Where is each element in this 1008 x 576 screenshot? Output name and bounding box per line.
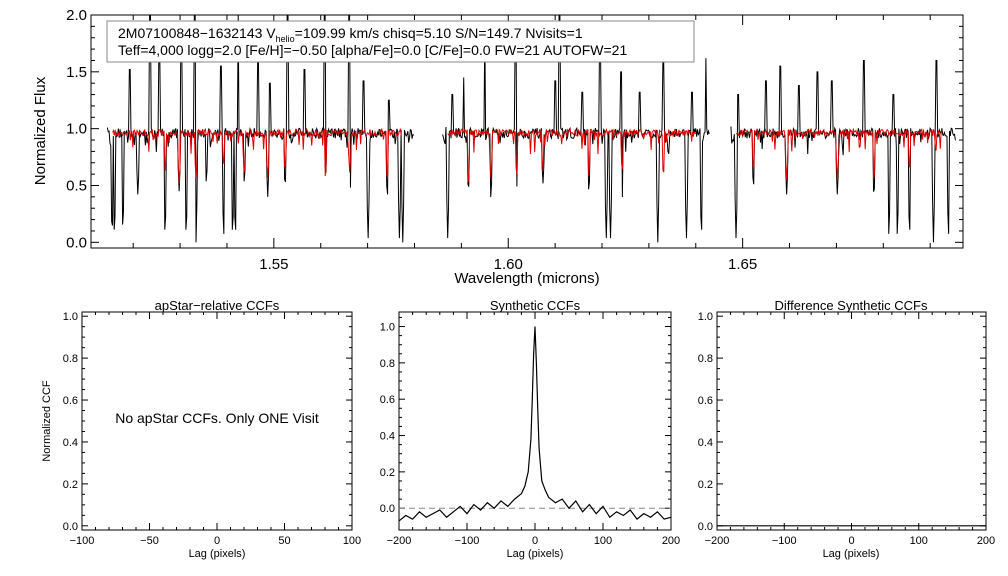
spectrum-y-tick-label: 1.5 <box>66 64 87 81</box>
model-spectrum-line <box>735 127 943 180</box>
ccf-y-tick-label: 0.4 <box>698 437 713 449</box>
ccf-difference-frame <box>716 311 987 531</box>
ccf-y-tick-label: 0.4 <box>380 431 395 443</box>
spectrum-x-axis-label: Wavelength (microns) <box>454 270 599 287</box>
model-spectrum-line <box>447 128 696 183</box>
ccf-panel-difference: Difference Synthetic CCFs Lag (pixels) 0… <box>698 298 995 560</box>
ccf-synthetic-series <box>398 326 672 522</box>
ccf-x-tick-label: −100 <box>772 535 797 547</box>
ccf-y-tick-label: 0.6 <box>63 395 78 407</box>
ccf-y-tick-label: 0.0 <box>63 521 78 533</box>
ccf-synthetic-frame <box>398 311 672 531</box>
ccf-y-tick-label: 0.2 <box>380 467 395 479</box>
ccf-x-tick-label: 200 <box>977 535 995 547</box>
info-box <box>106 20 695 63</box>
ccf-synthetic-title: Synthetic CCFs <box>490 298 581 313</box>
spectrum-plot-frame <box>90 14 964 249</box>
spectrum-model-series <box>112 127 943 184</box>
spectrum-x-tick-label: 1.60 <box>494 256 523 273</box>
ccf-y-tick-label: 1.0 <box>380 322 395 334</box>
ccf-y-tick-label: 0.6 <box>380 394 395 406</box>
ccf-y-tick-label: 0.8 <box>698 353 713 365</box>
ccf-synthetic-x-label: Lag (pixels) <box>507 548 564 560</box>
ccf-line <box>398 326 672 522</box>
ccf-x-tick-label: −50 <box>140 535 159 547</box>
ccf-y-tick-label: 1.0 <box>698 311 713 323</box>
ccf-y-tick-label: 0.0 <box>698 521 713 533</box>
ccf-x-tick-label: 200 <box>662 535 680 547</box>
ccf-y-tick-label: 0.2 <box>63 479 78 491</box>
ccf-difference-x-label: Lag (pixels) <box>823 548 880 560</box>
ccf-x-tick-label: −100 <box>455 535 480 547</box>
ccf-y-tick-label: 0.4 <box>63 437 78 449</box>
ccf-apstar-x-label: Lag (pixels) <box>189 548 246 560</box>
spectrum-x-tick-label: 1.55 <box>259 256 288 273</box>
ccf-apstar-title: apStar−relative CCFs <box>155 298 280 313</box>
spectrum-ticks: 0.0 0.5 1.0 1.5 2.0 1.55 1.60 1.65 <box>66 7 963 273</box>
ccf-x-tick-label: −100 <box>70 535 95 547</box>
ccf-panel-apstar: apStar−relative CCFs No apStar CCFs. Onl… <box>41 298 361 560</box>
ccf-y-tick-label: 0.0 <box>380 503 395 515</box>
ccf-y-tick-label: 0.6 <box>698 395 713 407</box>
ccf-x-tick-label: 50 <box>278 535 290 547</box>
ccf-y-tick-label: 0.2 <box>698 479 713 491</box>
ccf-y-axis-label: Normalized CCF <box>41 380 53 462</box>
ccf-difference-title: Difference Synthetic CCFs <box>775 298 928 313</box>
ccf-synthetic-ticks: 0.0 0.2 0.4 0.6 0.8 1.0 −200 −100 0 100 200 <box>380 312 680 547</box>
ccf-apstar-ticks: 0.0 0.2 0.4 0.6 0.8 1.0 −100 −50 0 50 100 <box>63 311 361 547</box>
no-ccf-message: No apStar CCFs. Only ONE Visit <box>115 410 319 426</box>
ccf-panel-synthetic: Synthetic CCFs Lag (pixels) 0.0 0.2 0.4 0.6… <box>380 298 680 560</box>
ccf-x-tick-label: −200 <box>705 535 730 547</box>
ccf-y-tick-label: 0.8 <box>63 353 78 365</box>
observed-spectrum-line <box>730 59 956 243</box>
ccf-y-tick-label: 1.0 <box>63 311 78 323</box>
info-line-1: 2M07100848−1632143 Vhelio=109.99 km/s ch… <box>118 25 583 44</box>
model-spectrum-line <box>112 127 402 184</box>
spectrum-y-tick-label: 0.5 <box>66 177 87 194</box>
spectrum-y-tick-label: 1.0 <box>66 121 87 138</box>
ccf-x-tick-label: 0 <box>532 535 538 547</box>
spectrum-y-tick-label: 0.0 <box>66 234 87 251</box>
ccf-y-tick-label: 0.8 <box>380 358 395 370</box>
ccf-difference-ticks: 0.0 0.2 0.4 0.6 0.8 1.0 −200 −100 0 100 200 <box>698 311 995 547</box>
spectrum-y-tick-label: 2.0 <box>66 7 87 24</box>
spectrum-x-tick-label: 1.65 <box>728 256 757 273</box>
spectrum-y-axis-label: Normalized Flux <box>32 76 49 185</box>
spectrum-panel: 0.0 0.5 1.0 1.5 2.0 1.55 1.60 1.65 2M07100848−1… <box>32 7 964 287</box>
ccf-x-tick-label: 100 <box>910 535 928 547</box>
ccf-x-tick-label: 100 <box>343 535 361 547</box>
ccf-x-tick-label: 0 <box>848 535 854 547</box>
info-line-2: Teff=4,000 logg=2.0 [Fe/H]=−0.50 [alpha/… <box>118 42 627 58</box>
ccf-x-tick-label: 100 <box>594 535 612 547</box>
ccf-x-tick-label: 0 <box>214 535 220 547</box>
ccf-x-tick-label: −200 <box>387 535 412 547</box>
